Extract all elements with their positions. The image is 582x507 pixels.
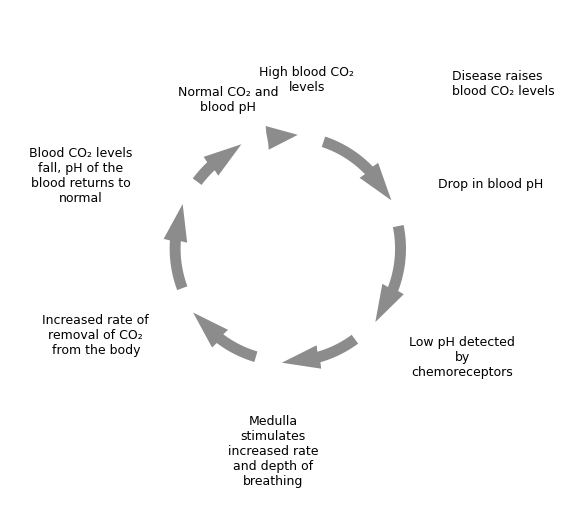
Text: Low pH detected
by
chemoreceptors: Low pH detected by chemoreceptors: [409, 337, 515, 379]
Text: Normal CO₂ and
blood pH: Normal CO₂ and blood pH: [178, 86, 278, 114]
Text: Disease raises
blood CO₂ levels: Disease raises blood CO₂ levels: [452, 70, 555, 98]
Polygon shape: [282, 335, 358, 369]
Polygon shape: [164, 204, 187, 290]
Polygon shape: [375, 225, 406, 322]
Polygon shape: [322, 136, 391, 200]
Text: Drop in blood pH: Drop in blood pH: [438, 178, 544, 191]
Text: Medulla
stimulates
increased rate
and depth of
breathing: Medulla stimulates increased rate and de…: [228, 415, 318, 488]
Polygon shape: [193, 144, 242, 185]
Polygon shape: [266, 126, 298, 150]
Text: Increased rate of
removal of CO₂
from the body: Increased rate of removal of CO₂ from th…: [42, 314, 149, 357]
Text: Blood CO₂ levels
fall, pH of the
blood returns to
normal: Blood CO₂ levels fall, pH of the blood r…: [29, 147, 133, 205]
Polygon shape: [193, 312, 257, 362]
Text: High blood CO₂
levels: High blood CO₂ levels: [259, 66, 354, 94]
